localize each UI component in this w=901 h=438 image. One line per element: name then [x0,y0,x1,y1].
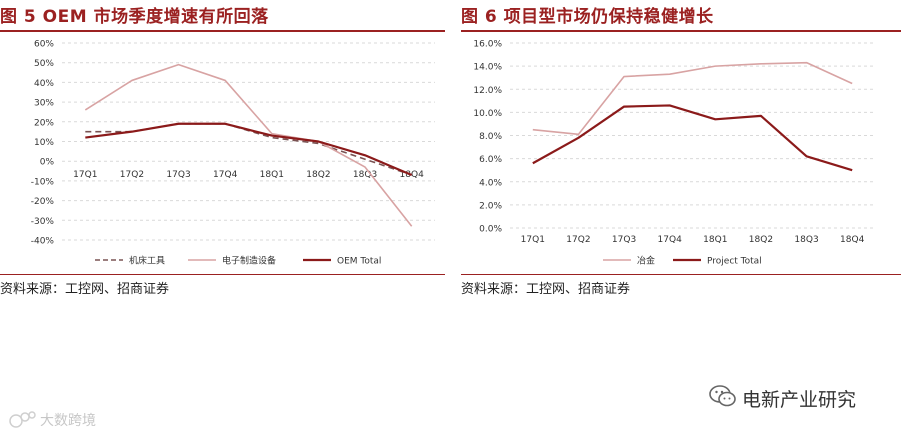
series-line [532,104,853,172]
y-tick-label: -30% [31,217,55,227]
project-growth-chart: 16.0% 14.0% 12.0% 10.0% 8.0% 6.0% 4.0% 2.0% 0.0%… [473,40,875,267]
y-tick-label: -40% [31,237,55,247]
y-tick-label: 60% [34,40,54,50]
figure-6-title: 图 6 项目型市场仍保持稳健增长 [461,7,714,27]
y-tick-label: 14.0% [473,63,502,73]
watermark-bottom-text: 大数跨境 [40,413,96,429]
figure-6-panel: 图 6 项目型市场仍保持稳健增长 16.0% 14.0% 12.0% 10.0% 8.0… [461,0,901,300]
y-tick-label: 16.0% [473,40,502,50]
y-tick-label: 6.0% [479,155,502,165]
y-tick-label: 40% [34,79,54,89]
x-tick-label: 18Q2 [749,235,773,245]
x-tick-label: 17Q4 [213,170,238,180]
y-tick-label: 30% [34,99,54,109]
oem-growth-chart: 60% 50% 40% 30% 20% 10% 0% -10% -20% -30% -40% 17Q1… [31,40,435,267]
legend-label: OEM Total [337,257,381,267]
watermark-brand: 电新产业研究 [742,389,857,411]
y-tick-label: 50% [34,59,54,69]
x-tick-label: 18Q3 [353,170,377,180]
y-tick-label: 8.0% [479,132,502,142]
figure-5-title: 图 5 OEM 市场季度增速有所回落 [0,7,269,27]
series-line [85,122,413,177]
x-tick-label: 17Q4 [658,235,683,245]
figure-6-source-rule [461,274,901,275]
series-line [532,61,853,136]
wechat-icon [709,385,736,407]
x-tick-label: 17Q1 [521,235,545,245]
y-tick-label: 0.0% [479,225,502,235]
series-line [84,63,413,227]
figure-5-source-rule [0,274,445,275]
y-tick-label: 0% [40,158,55,168]
y-tick-label: 10.0% [473,109,502,119]
y-tick-label: 12.0% [473,86,502,96]
x-tick-label: 17Q3 [612,235,636,245]
watermark-logo-icon [9,411,36,428]
x-tick-label: 18Q4 [400,170,425,180]
x-tick-label: 18Q2 [306,170,330,180]
x-tick-label: 17Q1 [73,170,97,180]
legend-label: 冶金 [637,255,655,267]
figure-6-source: 资料来源：工控网、招商证券 [461,282,631,297]
y-tick-label: 10% [34,138,54,148]
figure-6-title-rule [461,30,901,32]
y-tick-label: 20% [34,118,54,128]
x-tick-label: 18Q1 [260,170,284,180]
y-tick-label: 2.0% [479,201,502,211]
x-tick-label: 18Q4 [840,235,865,245]
x-tick-label: 18Q3 [794,235,818,245]
figure-5-title-rule [0,30,445,32]
figure-5-panel: 图 5 OEM 市场季度增速有所回落 60% 50% 40% 30% 20% 10% 0% -… [0,0,445,300]
legend-label: Project Total [707,257,762,267]
y-tick-label: 4.0% [479,178,502,188]
figure-5-source: 资料来源：工控网、招商证券 [0,282,170,297]
legend-label: 机床工具 [129,255,165,267]
x-tick-label: 17Q3 [166,170,190,180]
y-tick-label: -10% [31,177,55,187]
x-tick-label: 18Q1 [703,235,727,245]
x-tick-label: 17Q2 [120,170,144,180]
x-tick-label: 17Q2 [566,235,590,245]
legend-label: 电子制造设备 [222,255,276,267]
y-tick-label: -20% [31,197,55,207]
